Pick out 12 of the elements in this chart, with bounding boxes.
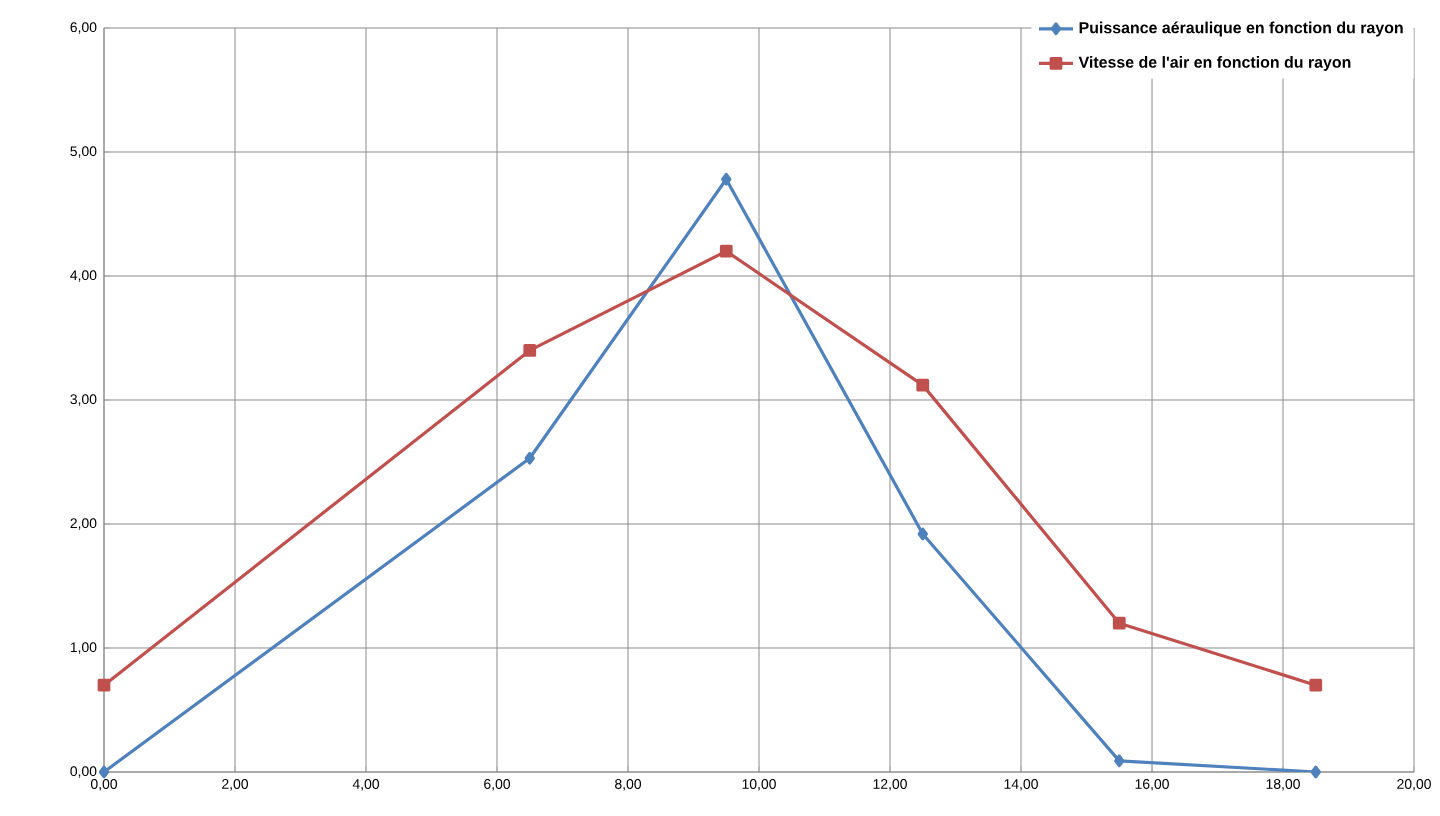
- point: [1309, 678, 1323, 692]
- point: [98, 765, 110, 779]
- point: [916, 378, 930, 392]
- point: [97, 678, 111, 692]
- point: [917, 527, 928, 541]
- point: [523, 344, 537, 357]
- point: [524, 451, 535, 465]
- point: [719, 244, 733, 258]
- point: [1310, 765, 1321, 779]
- point: [1114, 754, 1125, 768]
- point: [1112, 616, 1126, 630]
- point: [721, 172, 732, 186]
